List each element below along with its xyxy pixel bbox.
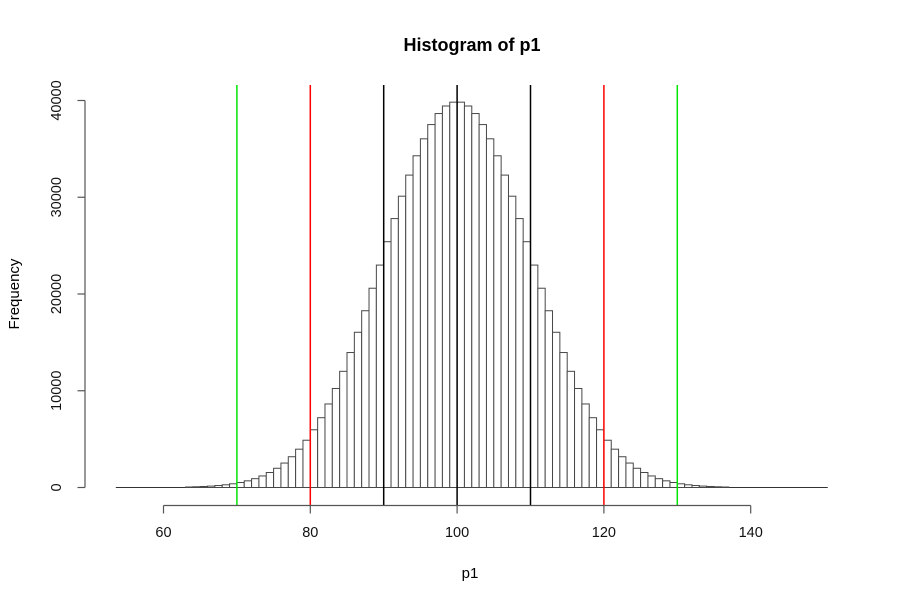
x-axis-label: p1 [462, 565, 479, 582]
histogram-bar [485, 138, 495, 488]
histogram-bar [588, 417, 598, 488]
histogram-bar [441, 105, 451, 488]
histogram-bar [618, 456, 627, 488]
histogram-bar [507, 195, 517, 488]
histogram-bar [192, 486, 201, 488]
y-tick-label: 20000 [49, 274, 65, 314]
histogram-bar [647, 475, 656, 489]
histogram-bar [654, 478, 664, 488]
axes-group: 60 80 100 120 140 0 10000 20000 30000 40000 [49, 80, 763, 541]
histogram-bar [493, 155, 502, 488]
histogram-bar [324, 403, 333, 488]
histogram-bar [390, 218, 399, 489]
chart-title: Histogram of p1 [403, 35, 540, 55]
histogram-bar [397, 195, 407, 488]
y-tick-label: 40000 [49, 80, 65, 120]
x-tick-label: 120 [592, 525, 616, 541]
y-tick-label: 0 [49, 483, 65, 491]
histogram-bar [309, 429, 319, 488]
histogram-bar [552, 331, 561, 488]
histogram-bar [427, 124, 436, 489]
histogram-bar [530, 264, 539, 488]
histogram-bar [353, 331, 363, 488]
x-tick-label: 140 [739, 525, 763, 541]
histogram-bar [331, 387, 341, 488]
histogram-bar [706, 485, 715, 488]
histogram-bar [368, 287, 377, 489]
histogram-bar [596, 429, 605, 488]
histogram-bar [669, 482, 678, 489]
histogram-bar [243, 480, 253, 488]
histogram-bar [199, 485, 209, 488]
histogram-bar [713, 486, 722, 488]
histogram-bar [265, 472, 275, 489]
histogram-bar [302, 439, 311, 489]
histogram-bar [456, 101, 465, 488]
histogram-bar [280, 462, 289, 488]
x-tick-label: 60 [155, 525, 171, 541]
histogram-bar [273, 467, 282, 488]
reference-lines-group [236, 85, 679, 506]
histogram-bar [515, 218, 524, 489]
histogram-bar [317, 417, 326, 488]
histogram-bar [676, 483, 686, 488]
histogram-bars-group [185, 101, 730, 489]
histogram-bar [419, 138, 429, 488]
histogram-bar [405, 174, 414, 488]
histogram-bar [610, 448, 620, 488]
histogram-bar [698, 485, 708, 488]
histogram-bar [500, 174, 509, 488]
histogram-bar [574, 387, 583, 488]
histogram-bar [662, 480, 671, 488]
histogram-bar [691, 485, 700, 488]
histogram-bar [625, 462, 634, 488]
histogram-bar [544, 310, 554, 488]
histogram-bar [221, 484, 231, 489]
histogram-bar [236, 482, 245, 489]
x-tick-label: 80 [302, 525, 318, 541]
histogram-bar [229, 483, 238, 488]
histogram-bar [361, 310, 370, 488]
y-axis-label: Frequency [6, 258, 23, 329]
y-tick-label: 30000 [49, 177, 65, 217]
histogram-bar [375, 264, 385, 488]
histogram-bar [471, 113, 480, 489]
x-tick-label: 100 [445, 525, 469, 541]
histogram-bar [346, 352, 355, 488]
histogram-bar [207, 485, 216, 488]
histogram-bar [412, 155, 421, 488]
y-tick-label: 10000 [49, 371, 65, 411]
histogram-bar [287, 456, 297, 488]
histogram-bar [640, 472, 649, 489]
histogram-bar [478, 124, 487, 489]
histogram-bar [434, 113, 443, 489]
histogram-bar [449, 101, 458, 488]
histogram-bar [684, 484, 693, 489]
histogram-bar [632, 467, 642, 488]
histogram-bar [383, 241, 392, 488]
histogram-bar [559, 352, 568, 488]
histogram-bar [581, 403, 590, 488]
histogram-bar [463, 105, 473, 488]
histogram-bar [522, 241, 531, 488]
histogram-bar [339, 370, 348, 489]
histogram-bar [251, 478, 260, 488]
histogram-bar [295, 448, 304, 488]
histogram-bar [537, 287, 546, 489]
histogram-bar [214, 485, 223, 488]
histogram-bar [566, 370, 576, 489]
histogram-bar [603, 439, 612, 489]
histogram-bar [258, 475, 267, 489]
